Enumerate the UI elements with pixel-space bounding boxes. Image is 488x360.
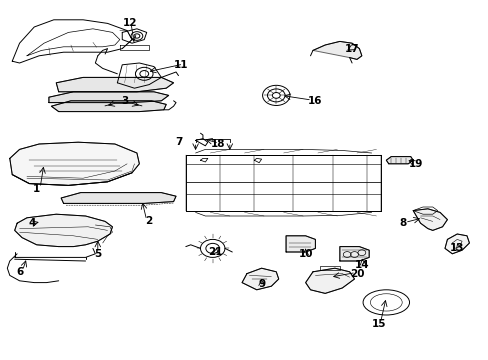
Polygon shape: [412, 209, 447, 230]
Text: 12: 12: [122, 18, 137, 28]
Text: 8: 8: [399, 218, 406, 228]
Text: 7: 7: [174, 137, 182, 147]
Text: 11: 11: [173, 60, 188, 70]
Polygon shape: [51, 101, 166, 112]
Text: 18: 18: [210, 139, 224, 149]
Text: 14: 14: [354, 260, 368, 270]
Text: 16: 16: [307, 96, 322, 106]
Text: 17: 17: [344, 44, 359, 54]
Polygon shape: [339, 247, 368, 261]
Text: 3: 3: [121, 96, 128, 106]
Polygon shape: [444, 234, 468, 254]
Polygon shape: [312, 41, 361, 59]
Polygon shape: [386, 157, 412, 164]
Text: 9: 9: [258, 279, 264, 289]
Polygon shape: [56, 77, 173, 92]
Polygon shape: [61, 193, 176, 203]
Polygon shape: [305, 268, 354, 293]
Polygon shape: [242, 268, 278, 290]
Text: 20: 20: [349, 269, 364, 279]
Polygon shape: [49, 92, 168, 103]
Polygon shape: [285, 236, 315, 252]
Text: 13: 13: [449, 243, 464, 253]
Text: 6: 6: [16, 267, 23, 277]
Polygon shape: [10, 142, 139, 185]
Text: 5: 5: [94, 249, 101, 259]
Text: 4: 4: [28, 218, 36, 228]
Text: 19: 19: [407, 159, 422, 169]
Text: 10: 10: [298, 249, 312, 259]
Text: 2: 2: [145, 216, 152, 226]
Text: 1: 1: [33, 184, 40, 194]
Polygon shape: [15, 214, 112, 247]
Text: 15: 15: [371, 319, 386, 329]
Text: 21: 21: [207, 247, 222, 257]
